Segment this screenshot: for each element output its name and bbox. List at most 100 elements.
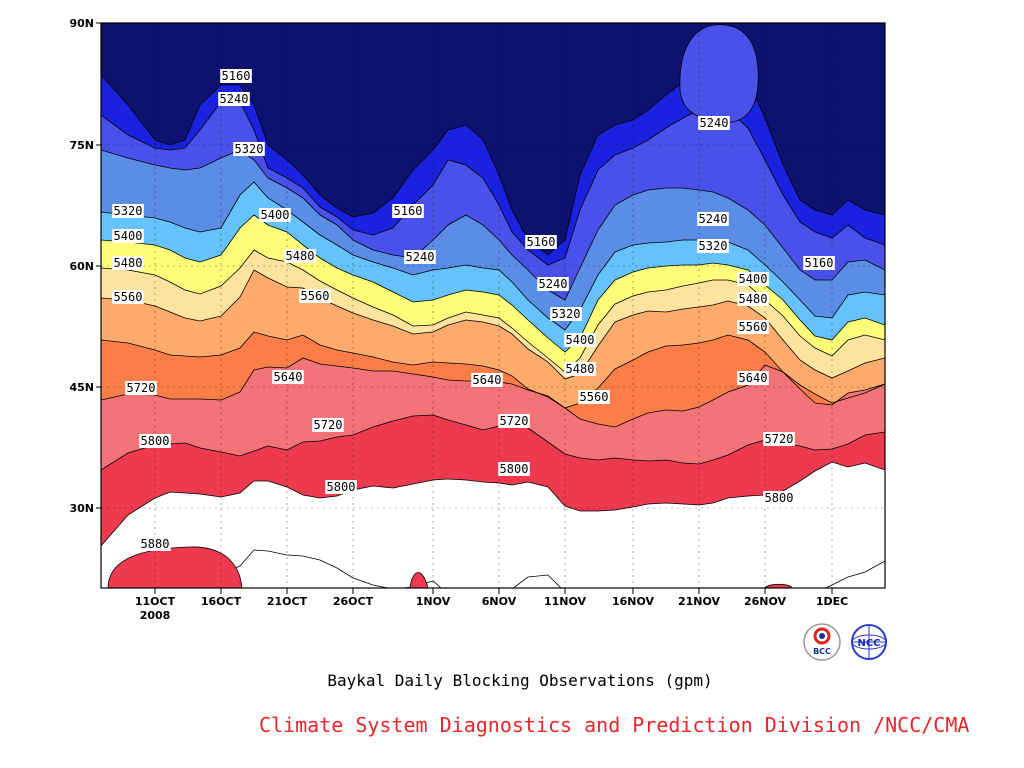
svg-text:5400: 5400	[566, 333, 595, 347]
y-tick-label: 75N	[69, 139, 94, 152]
contour-label: 5160	[803, 256, 835, 270]
contour-label: 5240	[218, 92, 250, 106]
svg-text:5480: 5480	[286, 249, 315, 263]
y-axis: 30N 45N 60N 75N 90N	[69, 17, 101, 515]
contour-blob-0	[107, 546, 243, 588]
svg-text:5400: 5400	[261, 208, 290, 222]
contour-label: 5560	[299, 289, 331, 303]
contour-chart: 30N 45N 60N 75N 90N 11OCT 16OCT 21OCT 26OCT 1NOV…	[69, 17, 886, 622]
svg-text:5480: 5480	[739, 292, 768, 306]
contour-label: 5160	[392, 204, 424, 218]
contour-line-3	[101, 181, 885, 331]
contour-label: 5400	[564, 333, 596, 347]
contour-label: 5480	[112, 256, 144, 270]
contour-label: 5480	[564, 362, 596, 376]
svg-text:5240: 5240	[220, 92, 249, 106]
contour-blob-1	[409, 572, 429, 588]
contour-label: 5720	[125, 381, 157, 395]
svg-text:5480: 5480	[114, 256, 143, 270]
svg-text:5400: 5400	[114, 229, 143, 243]
contour-label: 5320	[112, 204, 144, 218]
x-tick-label: 1DEC	[816, 595, 848, 608]
svg-text:5880: 5880	[141, 537, 170, 551]
x-tick-label: 16NOV	[612, 595, 655, 608]
x-tick-label: 16OCT	[201, 595, 242, 608]
x-year-label: 2008	[140, 609, 171, 622]
svg-text:5160: 5160	[394, 204, 423, 218]
contour-label: 5400	[737, 272, 769, 286]
contour-label: 5800	[498, 462, 530, 476]
svg-text:5800: 5800	[500, 462, 529, 476]
contour-label: 5240	[537, 277, 569, 291]
contour-band-0	[101, 23, 885, 255]
credit-line: Climate System Diagnostics and Predictio…	[259, 713, 970, 737]
svg-text:5160: 5160	[222, 69, 251, 83]
contour-band-6	[101, 250, 885, 379]
y-tick-label: 30N	[69, 502, 94, 515]
contour-line-1	[101, 101, 885, 266]
y-tick-label: 60N	[69, 260, 94, 273]
x-tick-label: 21NOV	[678, 595, 721, 608]
contour-label: 5640	[471, 373, 503, 387]
svg-text:5160: 5160	[805, 256, 834, 270]
svg-text:5320: 5320	[235, 142, 264, 156]
contour-label: 5800	[139, 434, 171, 448]
contour-label: 5320	[233, 142, 265, 156]
svg-text:5640: 5640	[274, 370, 303, 384]
x-tick-label: 21OCT	[267, 595, 308, 608]
chart-title: Baykal Daily Blocking Observations (gpm)	[327, 671, 713, 690]
contour-label: 5720	[498, 414, 530, 428]
bcc-logo: BCC	[803, 623, 841, 661]
contour-label: 5640	[737, 371, 769, 385]
contour-label: 5160	[220, 69, 252, 83]
svg-text:5320: 5320	[552, 307, 581, 321]
contour-band-3	[101, 150, 885, 330]
contour-label: 5240	[697, 212, 729, 226]
svg-text:NCC: NCC	[857, 638, 880, 649]
contour-label: 5480	[737, 292, 769, 306]
svg-text:5560: 5560	[739, 320, 768, 334]
contour-label: 5160	[525, 235, 557, 249]
svg-text:5240: 5240	[406, 250, 435, 264]
contour-line-6	[101, 269, 885, 380]
svg-text:5720: 5720	[127, 381, 156, 395]
contour-label: 5480	[284, 249, 316, 263]
x-tick-label: 6NOV	[482, 595, 517, 608]
contour-line-10	[101, 461, 885, 547]
svg-text:5480: 5480	[566, 362, 595, 376]
svg-text:5240: 5240	[700, 116, 729, 130]
svg-text:5800: 5800	[141, 434, 170, 448]
x-tick-label: 1NOV	[416, 595, 451, 608]
x-tick-label: 26OCT	[333, 595, 374, 608]
svg-text:5160: 5160	[527, 235, 556, 249]
contour-label: 5240	[698, 116, 730, 130]
svg-text:5240: 5240	[539, 277, 568, 291]
contour-band-4	[101, 182, 885, 352]
svg-text:5400: 5400	[739, 272, 768, 286]
svg-text:BCC: BCC	[813, 647, 831, 656]
svg-text:5560: 5560	[580, 390, 609, 404]
svg-text:5560: 5560	[301, 289, 330, 303]
contour-labels: 5160 5240 5320 5320 5400 5480 5560 5400 5480 5560…	[112, 69, 835, 551]
contour-line-7	[101, 331, 885, 409]
plot-frame	[100, 22, 886, 589]
contour-label: 5800	[763, 491, 795, 505]
svg-text:5640: 5640	[473, 373, 502, 387]
contour-band-7	[101, 270, 885, 408]
ncc-logo: NCC	[851, 624, 887, 660]
contour-band-9	[101, 358, 885, 470]
svg-text:5240: 5240	[699, 212, 728, 226]
svg-text:5800: 5800	[327, 480, 356, 494]
contour-label: 5720	[312, 418, 344, 432]
x-tick-label: 26NOV	[744, 595, 787, 608]
svg-text:5320: 5320	[114, 204, 143, 218]
contour-line-11	[195, 549, 885, 588]
contour-blob-3	[679, 24, 759, 123]
svg-text:5560: 5560	[114, 290, 143, 304]
contour-label: 5320	[550, 307, 582, 321]
x-tick-label: 11NOV	[544, 595, 587, 608]
contour-band-2	[101, 102, 885, 300]
contour-label: 5560	[737, 320, 769, 334]
contour-label: 5320	[697, 239, 729, 253]
svg-text:5320: 5320	[699, 239, 728, 253]
